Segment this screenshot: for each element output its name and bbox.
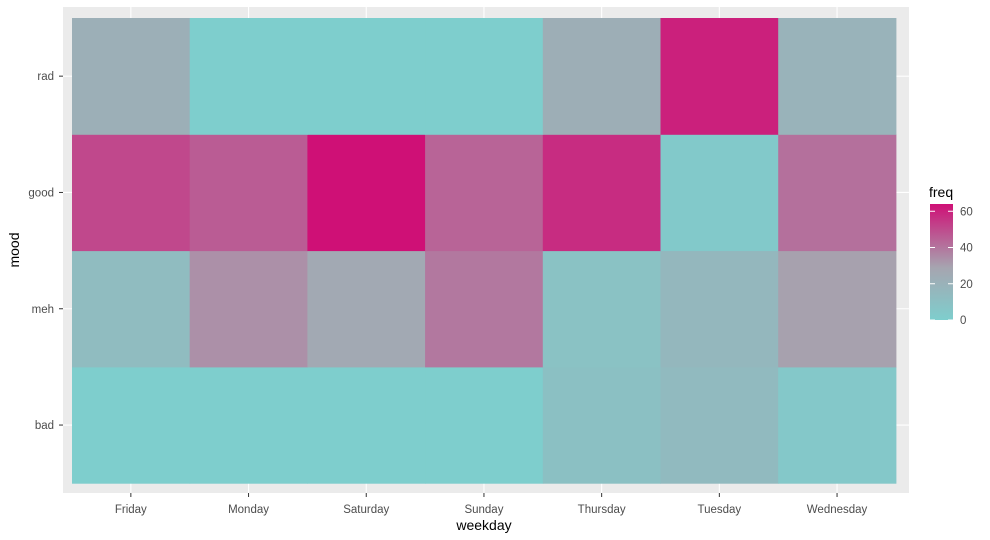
heatmap-tile-bad-saturday xyxy=(307,366,426,484)
heatmap-tile-rad-saturday xyxy=(307,18,426,135)
heatmap-tile-bad-thursday xyxy=(542,366,661,484)
x-tick-label: Monday xyxy=(228,504,269,516)
x-tick-label: Thursday xyxy=(578,504,626,516)
heatmap-tile-rad-sunday xyxy=(425,18,544,135)
legend-title: freq xyxy=(929,184,953,200)
legend-tick-label: 60 xyxy=(960,206,973,218)
heatmap-tile-meh-monday xyxy=(189,250,308,368)
heatmap-tile-bad-friday xyxy=(72,366,191,484)
heatmap-tile-good-saturday xyxy=(307,134,426,252)
heatmap-tile-rad-tuesday xyxy=(660,18,779,135)
heatmap-tile-meh-friday xyxy=(72,250,191,368)
legend-tick-label: 0 xyxy=(960,315,966,327)
x-axis-title: weekday xyxy=(455,517,511,533)
heatmap-tile-good-monday xyxy=(189,134,308,252)
heatmap-tile-meh-wednesday xyxy=(778,250,897,368)
y-axis-title: mood xyxy=(6,232,22,267)
heatmap-tile-bad-monday xyxy=(189,366,308,484)
legend-colorbar xyxy=(930,204,953,320)
y-tick-label: meh xyxy=(32,304,54,316)
x-tick-label: Tuesday xyxy=(698,504,742,516)
heatmap-tile-meh-tuesday xyxy=(660,250,779,368)
heatmap-tile-good-friday xyxy=(72,134,191,252)
legend-tick-label: 40 xyxy=(960,243,973,255)
heatmap-tile-good-wednesday xyxy=(778,134,897,252)
heatmap-tile-meh-sunday xyxy=(425,250,544,368)
x-tick-label: Friday xyxy=(115,504,147,516)
heatmap-tile-good-tuesday xyxy=(660,134,779,252)
legend-tick-label: 20 xyxy=(960,279,973,291)
heatmap-tile-meh-thursday xyxy=(542,250,661,368)
x-tick-label: Sunday xyxy=(464,504,503,516)
legend: freq 0 20 40 60 xyxy=(929,184,973,327)
y-tick-label: rad xyxy=(37,71,54,83)
heatmap-tile-bad-sunday xyxy=(425,366,544,484)
heatmap-tile-rad-wednesday xyxy=(778,18,897,135)
heatmap-tile-rad-friday xyxy=(72,18,191,135)
heatmap-tile-rad-monday xyxy=(189,18,308,135)
y-tick-label: bad xyxy=(35,420,54,432)
heatmap-tile-bad-wednesday xyxy=(778,366,897,484)
heatmap-tile-meh-saturday xyxy=(307,250,426,368)
heatmap-tile-good-thursday xyxy=(542,134,661,252)
y-tick-label: good xyxy=(28,187,54,199)
x-tick-label: Wednesday xyxy=(807,504,868,516)
heatmap-tile-rad-thursday xyxy=(542,18,661,135)
heatmap-tile-bad-tuesday xyxy=(660,366,779,484)
x-tick-label: Saturday xyxy=(343,504,389,516)
heatmap-tile-good-sunday xyxy=(425,134,544,252)
